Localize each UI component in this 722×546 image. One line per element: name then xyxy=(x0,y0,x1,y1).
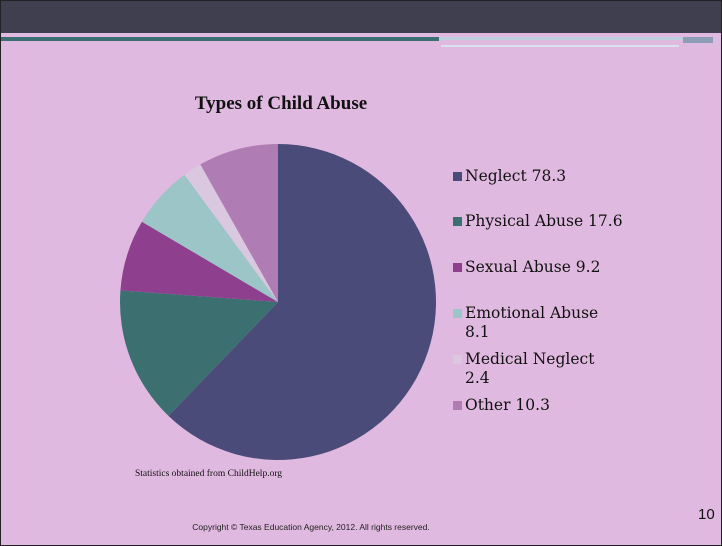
legend-item-sexual-abuse: Sexual Abuse 9.2 xyxy=(453,258,623,277)
pie-slice-physical-abuse xyxy=(120,290,278,416)
pie-slice-other xyxy=(200,144,278,302)
accent-stripe-teal xyxy=(1,37,439,41)
chart-title: Types of Child Abuse xyxy=(194,93,368,114)
legend-label-other: Other 10.3 xyxy=(465,396,550,414)
legend-item-physical-abuse: Physical Abuse 17.6 xyxy=(453,212,623,231)
legend-swatch-emotional-abuse xyxy=(453,309,462,318)
pie-slice-sexual-abuse xyxy=(120,221,279,302)
pie-slice-emotional-abuse xyxy=(141,174,278,302)
legend-item-other: Other 10.3 xyxy=(453,396,623,415)
copyright-notice: Copyright © Texas Education Agency, 2012… xyxy=(192,522,430,532)
legend-item-medical-neglect: Medical Neglect 2.4 xyxy=(453,350,623,388)
accent-stripe-right xyxy=(683,37,713,43)
legend-label-medical-neglect: Medical Neglect 2.4 xyxy=(465,350,595,387)
accent-stripe-thin xyxy=(441,45,679,47)
legend-swatch-other xyxy=(453,401,462,410)
source-note: Statistics obtained from ChildHelp.org xyxy=(135,469,283,479)
title-bar xyxy=(1,1,721,33)
accent-stripe-light xyxy=(439,37,683,40)
legend-label-sexual-abuse: Sexual Abuse 9.2 xyxy=(465,258,601,276)
legend-item-neglect: Neglect 78.3 xyxy=(453,167,623,186)
legend-label-emotional-abuse: Emotional Abuse 8.1 xyxy=(465,304,599,341)
legend-label-physical-abuse: Physical Abuse 17.6 xyxy=(465,212,623,230)
pie-slice-medical-neglect xyxy=(184,164,278,302)
legend-swatch-sexual-abuse xyxy=(453,263,462,272)
legend-swatch-physical-abuse xyxy=(453,217,462,226)
legend-swatch-neglect xyxy=(453,172,462,181)
legend-item-emotional-abuse: Emotional Abuse 8.1 xyxy=(453,304,623,342)
legend-label-neglect: Neglect 78.3 xyxy=(465,167,567,185)
pie-slice-neglect xyxy=(168,144,437,461)
legend-swatch-medical-neglect xyxy=(453,355,462,364)
page-number: 10 xyxy=(698,506,715,523)
